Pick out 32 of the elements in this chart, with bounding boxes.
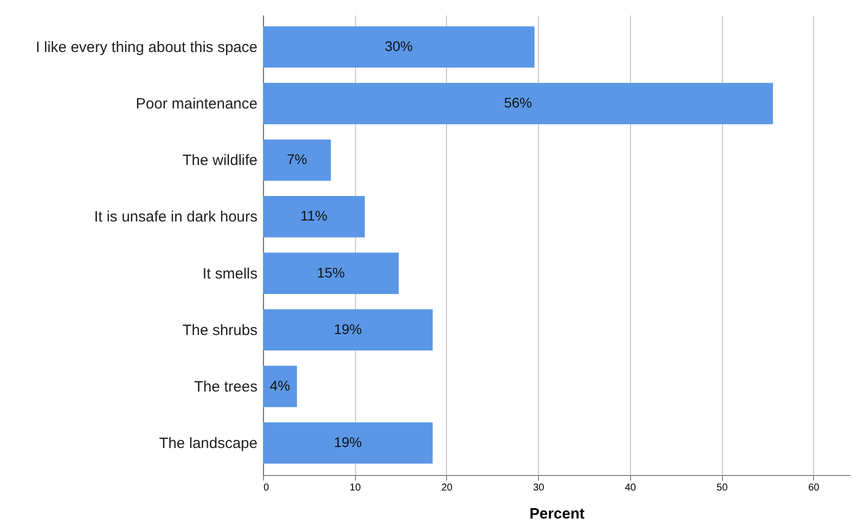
- x-tick-label: 10: [350, 482, 362, 494]
- y-tick-label: The shrubs: [182, 322, 258, 339]
- x-tick-label: 20: [441, 482, 453, 494]
- data-label: 4%: [270, 377, 290, 394]
- bar: [263, 139, 331, 181]
- x-tick-label: 40: [624, 482, 636, 494]
- data-label: 19%: [334, 320, 362, 337]
- y-tick-label: It is unsafe in dark hours: [94, 208, 258, 226]
- y-tick-label: The trees: [194, 378, 258, 396]
- y-tick-label: I like every thing about this space: [36, 38, 258, 56]
- data-label: 7%: [286, 151, 308, 168]
- data-label: 11%: [300, 208, 328, 224]
- bar: [263, 309, 433, 351]
- y-tick-label: The wildlife: [182, 152, 258, 170]
- x-tick-label: 0: [264, 482, 270, 494]
- bar: [263, 252, 399, 294]
- bar: [263, 196, 365, 238]
- bar: [263, 422, 433, 464]
- y-tick-label: The landscape: [159, 435, 258, 452]
- bar: [263, 366, 297, 408]
- x-axis-title: Percent: [529, 506, 585, 522]
- y-tick-label: It smells: [202, 265, 258, 282]
- data-label: 56%: [504, 94, 532, 111]
- bar: [263, 82, 773, 124]
- x-tick-label: 60: [808, 482, 820, 494]
- data-label: 15%: [316, 264, 345, 280]
- data-label: 30%: [384, 38, 413, 54]
- data-label: 19%: [334, 434, 362, 450]
- x-tick-label: 50: [716, 482, 728, 494]
- bar: [263, 26, 534, 68]
- x-tick-label: 30: [533, 482, 545, 494]
- y-tick-label: Poor maintenance: [136, 96, 258, 113]
